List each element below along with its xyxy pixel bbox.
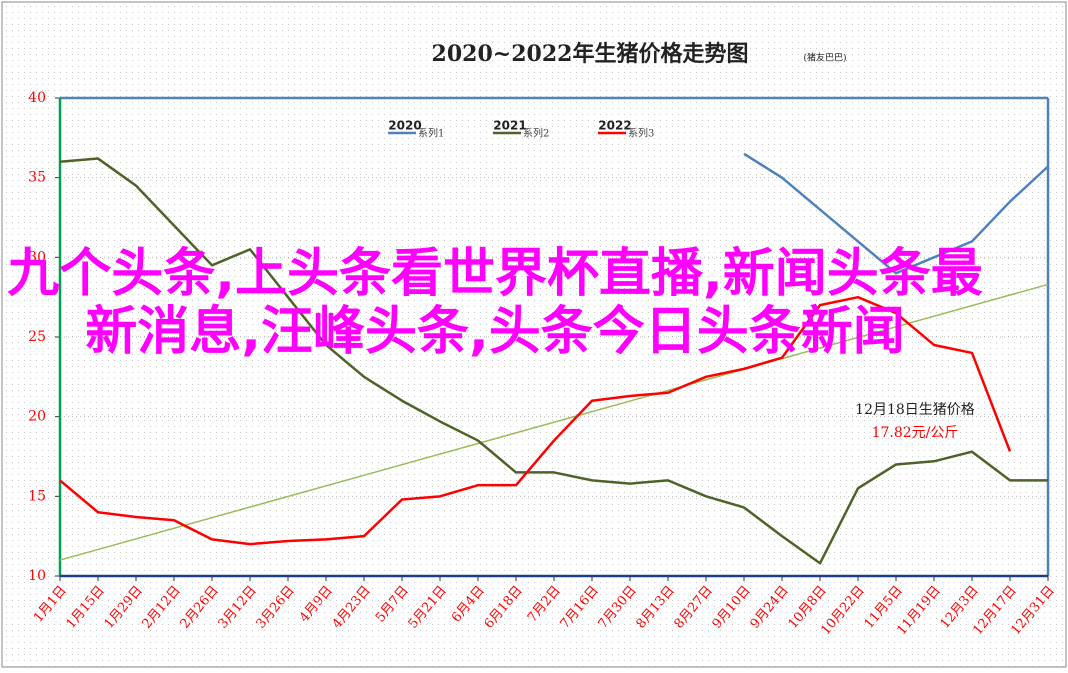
legend-label: 系列2 (523, 127, 549, 140)
y-tick-label: 35 (28, 170, 46, 186)
annotation-title: 12月18日生猪价格 (855, 402, 975, 418)
legend-label: 系列1 (418, 127, 444, 140)
y-tick-label: 20 (28, 409, 46, 425)
legend-year: 2021 (493, 119, 526, 133)
y-tick-label: 10 (28, 568, 46, 584)
y-tick-label: 30 (28, 249, 46, 265)
y-tick-label: 15 (28, 488, 46, 504)
legend-year: 2020 (388, 119, 421, 133)
chart-subtitle: (猪友巴巴) (803, 52, 846, 64)
trendline (59, 283, 1049, 561)
y-tick-label: 40 (28, 90, 46, 106)
y-tick-label: 25 (28, 329, 46, 345)
overlay-text: 九个头条,上头条看世界杯直播,新闻头条最新消息,汪峰头条,头条今日头条新闻 (7, 244, 983, 362)
chart-title: 2020~2022年生猪价格走势图 (432, 41, 749, 67)
annotation-value: 17.82元/公斤 (872, 425, 959, 441)
series-line (743, 152, 1049, 275)
legend-year: 2022 (598, 119, 631, 133)
series-line (59, 295, 1012, 546)
series-line (59, 157, 1048, 565)
legend-label: 系列3 (628, 127, 654, 140)
